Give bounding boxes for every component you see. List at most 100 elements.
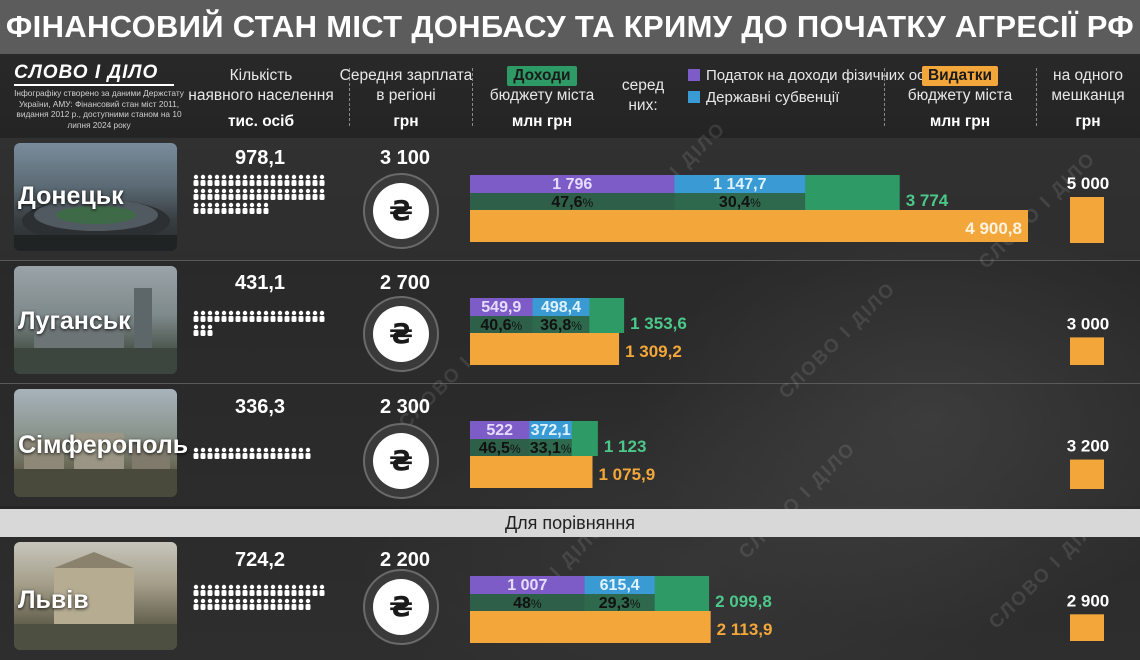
income-unit: млн грн — [511, 113, 573, 130]
subv-value-label: 615,4 — [600, 577, 640, 594]
person-icon — [207, 604, 213, 610]
svg-text:₴: ₴ — [389, 444, 413, 477]
legend-pit-label: Податок на доходи фізичних осіб — [706, 67, 937, 84]
person-icon — [256, 598, 262, 604]
person-icon — [214, 604, 220, 610]
person-icon — [249, 598, 255, 604]
header-divider — [1036, 68, 1037, 126]
person-icon — [249, 174, 255, 180]
person-icon — [291, 188, 297, 194]
expenses-bar — [470, 210, 1028, 242]
population-pictogram — [193, 174, 325, 214]
income-tag: Доходи — [507, 66, 577, 86]
pit-share-bg — [470, 193, 675, 210]
legend-subv-label: Державні субвенції — [706, 89, 840, 106]
comparison-divider: Для порівняння — [0, 509, 1140, 537]
person-icon — [263, 590, 269, 596]
person-icon — [249, 208, 255, 214]
person-icon — [228, 447, 234, 453]
person-icon — [228, 590, 234, 596]
person-icon — [277, 180, 283, 186]
person-icon — [298, 453, 304, 459]
percap-bar — [1070, 337, 1104, 365]
city-photo-simferopol — [14, 389, 177, 497]
person-icon — [277, 604, 283, 610]
person-icon — [200, 604, 206, 610]
person-icon — [270, 194, 276, 200]
person-icon — [207, 324, 213, 330]
person-icon — [270, 604, 276, 610]
among-line1: серед — [621, 77, 665, 94]
subv-share-label-number: 30,4 — [719, 194, 750, 211]
person-icon — [221, 174, 227, 180]
person-icon — [284, 590, 290, 596]
person-icon — [305, 188, 311, 194]
person-icon — [235, 202, 241, 208]
person-icon — [221, 590, 227, 596]
salary-header-line1: Середня зарплата — [339, 67, 473, 84]
income-value-label: 1 353,6 — [630, 314, 687, 333]
person-icon — [193, 174, 199, 180]
person-icon — [270, 590, 276, 596]
person-icon — [256, 584, 262, 590]
person-icon — [256, 590, 262, 596]
person-icon — [298, 194, 304, 200]
pit-bar — [470, 298, 533, 316]
expenses-value-label: 1 075,9 — [599, 465, 656, 484]
person-icon — [228, 208, 234, 214]
person-icon — [305, 453, 311, 459]
person-icon — [242, 202, 248, 208]
person-icon — [228, 584, 234, 590]
chart-legend: Податок на доходи фізичних осіб Державні… — [688, 66, 937, 108]
person-icon — [312, 180, 318, 186]
population-unit: тис. осіб — [227, 113, 295, 130]
legend-swatch-pit — [688, 69, 700, 81]
person-icon — [207, 447, 213, 453]
subv-value-label: 1 147,7 — [713, 176, 766, 193]
person-icon — [256, 180, 262, 186]
person-icon — [256, 310, 262, 316]
person-icon — [291, 584, 297, 590]
person-icon — [312, 188, 318, 194]
hryvnia-coin-icon: ₴ — [363, 569, 439, 645]
person-icon — [200, 188, 206, 194]
person-icon — [221, 208, 227, 214]
person-icon — [207, 584, 213, 590]
person-icon — [200, 180, 206, 186]
salary-unit: грн — [393, 113, 419, 130]
person-icon — [298, 316, 304, 322]
pit-share-label-number: 40,6 — [480, 317, 511, 334]
person-icon — [228, 310, 234, 316]
percap-header-line1: на одного — [1053, 67, 1123, 84]
header-divider — [349, 68, 350, 126]
person-icon — [235, 180, 241, 186]
person-icon — [270, 453, 276, 459]
person-icon — [270, 447, 276, 453]
pit-share-bg — [470, 316, 533, 333]
subv-share-label-number: 33,1 — [530, 440, 561, 457]
person-icon — [200, 447, 206, 453]
person-icon — [249, 188, 255, 194]
row-divider — [0, 383, 1140, 384]
person-icon — [200, 590, 206, 596]
person-icon — [291, 598, 297, 604]
person-icon — [298, 590, 304, 596]
person-icon — [256, 447, 262, 453]
person-icon — [207, 194, 213, 200]
pit-value-label: 522 — [486, 422, 513, 439]
person-icon — [214, 316, 220, 322]
pit-share-label: 46,5% — [479, 440, 521, 457]
percap-value-label: 3 200 — [1067, 437, 1110, 456]
person-icon — [263, 174, 269, 180]
person-icon — [242, 447, 248, 453]
person-icon — [291, 453, 297, 459]
person-icon — [249, 604, 255, 610]
person-icon — [277, 598, 283, 604]
person-icon — [193, 188, 199, 194]
subv-share-bg — [529, 439, 572, 456]
subv-share-bg — [532, 316, 590, 333]
person-icon — [235, 188, 241, 194]
person-icon — [319, 316, 325, 322]
expenses-header: Видатки бюджету міста млн грн — [890, 66, 1030, 132]
